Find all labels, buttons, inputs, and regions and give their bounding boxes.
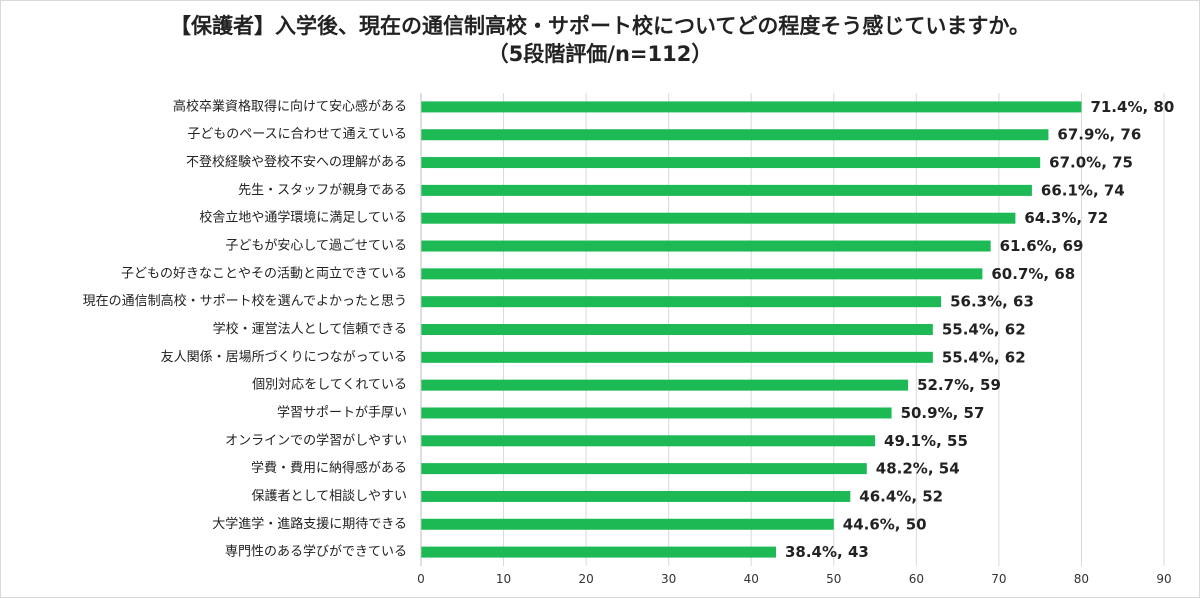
category-label-9: 友人関係・居場所づくりにつながっている [161, 349, 407, 365]
chart-title: 【保護者】入学後、現在の通信制高校・サポート校についてどの程度そう感じていますか… [0, 12, 1200, 68]
bar-14 [421, 490, 851, 502]
chart-title-line-2: （5段階評価/n=112） [487, 42, 713, 66]
bar-9 [421, 351, 933, 363]
x-tick-label-9: 90 [1156, 572, 1171, 586]
x-tick-label-7: 70 [991, 572, 1006, 586]
x-tick-label-0: 0 [417, 572, 425, 586]
category-label-2: 不登校経験や登校不安への理解がある [186, 154, 407, 170]
category-label-6: 子どもの好きなことやその活動と両立できている [121, 266, 407, 281]
category-label-7: 現在の通信制高校・サポート校を選んでよかったと思う [83, 293, 407, 309]
bar-3 [421, 184, 1032, 196]
value-label-13: 48.2%, 54 [876, 460, 960, 478]
category-label-14: 保護者として相談しやすい [252, 488, 407, 504]
category-label-0: 高校卒業資格取得に向けて安心感がある [173, 98, 407, 114]
x-tick-label-2: 20 [578, 572, 593, 586]
category-label-16: 専門性のある学びができている [225, 544, 407, 560]
category-label-13: 学費・費用に納得感がある [251, 460, 407, 476]
value-label-4: 64.3%, 72 [1024, 209, 1108, 227]
category-label-11: 学習サポートが手厚い [277, 404, 407, 420]
value-label-7: 56.3%, 63 [950, 293, 1034, 311]
value-label-1: 67.9%, 76 [1057, 126, 1141, 144]
category-label-10: 個別対応をしてくれている [252, 378, 407, 393]
bar-0 [421, 101, 1082, 113]
bar-6 [421, 268, 983, 280]
x-tick-label-4: 40 [744, 572, 759, 586]
x-tick-label-5: 50 [826, 572, 841, 586]
bar-16 [421, 546, 776, 558]
category-label-1: 子どものペースに合わせて通えている [187, 127, 407, 142]
chart-title-line-1: 【保護者】入学後、現在の通信制高校・サポート校についてどの程度そう感じていますか… [170, 14, 1030, 38]
bar-15 [421, 518, 834, 530]
x-tick-label-6: 60 [909, 572, 924, 586]
value-label-10: 52.7%, 59 [917, 376, 1001, 394]
bar-1 [421, 129, 1049, 141]
category-label-4: 校舎立地や通学環境に満足している [199, 210, 407, 226]
x-tick-label-8: 80 [1074, 572, 1089, 586]
category-label-8: 学校・運営法人として信頼できる [213, 321, 407, 337]
x-tick-label-1: 10 [496, 572, 511, 586]
value-label-11: 50.9%, 57 [901, 404, 985, 422]
value-label-0: 71.4%, 80 [1090, 98, 1174, 116]
category-label-3: 先生・スタッフが親身である [238, 182, 407, 198]
value-label-9: 55.4%, 62 [942, 348, 1026, 366]
bar-7 [421, 296, 942, 308]
bar-5 [421, 240, 991, 252]
value-label-8: 55.4%, 62 [942, 321, 1026, 339]
bar-11 [421, 407, 892, 419]
bar-10 [421, 379, 909, 391]
category-label-15: 大学進学・進路支援に期待できる [212, 516, 407, 532]
value-label-2: 67.0%, 75 [1049, 154, 1133, 172]
bar-12 [421, 435, 876, 447]
x-tick-label-3: 30 [661, 572, 676, 586]
value-label-5: 61.6%, 69 [1000, 237, 1084, 255]
value-label-6: 60.7%, 68 [991, 265, 1075, 283]
bar-4 [421, 212, 1016, 224]
bar-2 [421, 157, 1041, 169]
bar-13 [421, 463, 867, 475]
category-label-5: 子どもが安心して過ごせている [225, 238, 407, 254]
value-label-3: 66.1%, 74 [1041, 181, 1125, 199]
value-label-14: 46.4%, 52 [859, 487, 943, 505]
value-label-12: 49.1%, 55 [884, 432, 968, 450]
category-label-12: オンラインでの学習がしやすい [225, 432, 407, 448]
value-label-15: 44.6%, 50 [843, 515, 927, 533]
bar-8 [421, 324, 933, 335]
value-label-16: 38.4%, 43 [785, 543, 869, 561]
